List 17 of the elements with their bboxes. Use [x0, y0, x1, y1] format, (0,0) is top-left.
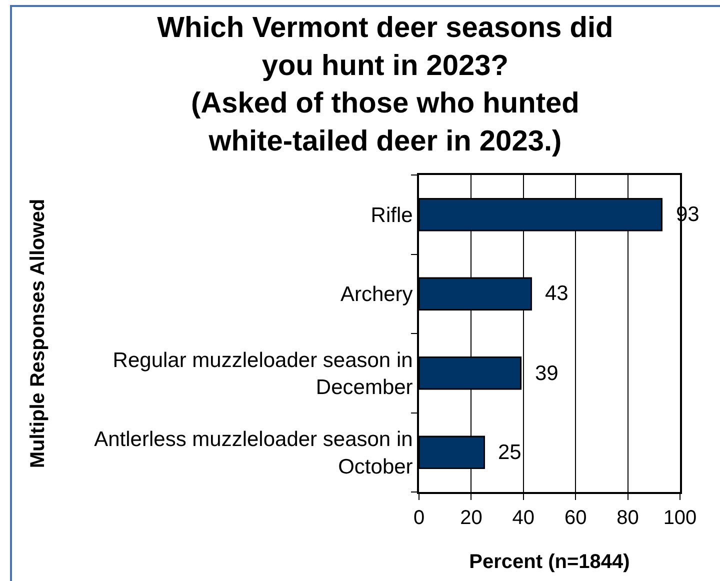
data-label: 39 — [535, 362, 558, 385]
data-label: 43 — [545, 282, 568, 305]
x-tick-label: 60 — [564, 507, 587, 529]
y-tick-label: Rifle — [370, 204, 413, 227]
y-tick-label: Regular muzzleloader season in December — [112, 348, 413, 400]
x-tick-label: 40 — [512, 507, 535, 529]
y-tick-label: Antlerless muzzleloader season in October — [94, 428, 413, 478]
y-tick-label: Archery — [340, 283, 414, 306]
x-tick-label: 100 — [663, 507, 697, 529]
data-label: 25 — [498, 441, 522, 464]
chart-subtitle: (Asked of those who hunted white-tailed deer in 2023.) — [191, 88, 580, 158]
chart-title: Which Vermont deer seasons did you hunt in 2023? — [157, 12, 614, 82]
y-axis-title: Multiple Responses Allowed — [27, 198, 50, 468]
x-axis-title: Percent (n=1844) — [469, 551, 630, 573]
x-tick-label: 80 — [616, 507, 639, 529]
x-tick-label: 20 — [460, 507, 482, 529]
x-tick-label: 0 — [413, 507, 425, 529]
